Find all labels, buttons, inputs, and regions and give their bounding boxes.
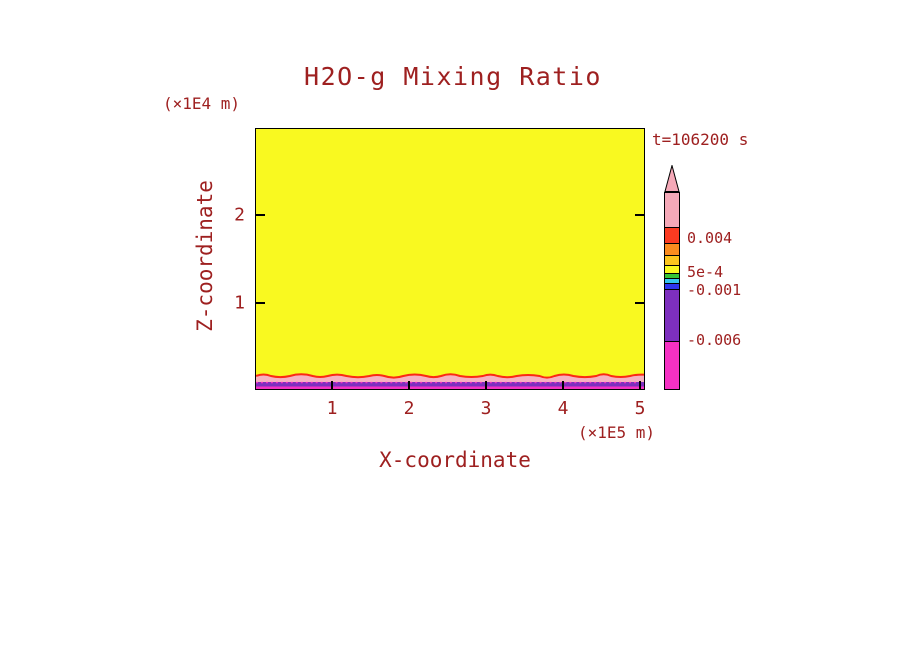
x-tick-mark: [331, 381, 333, 390]
x-tick-label: 3: [480, 398, 492, 419]
surface-magenta-band: [256, 386, 644, 389]
x-tick-label: 1: [326, 398, 338, 419]
y-tick-mark-right: [635, 301, 644, 304]
x-tick-mark: [562, 381, 564, 390]
time-annotation: t=106200 s: [652, 130, 749, 149]
y-axis-units: (×1E4 m): [163, 94, 241, 113]
colorbar-segment: [665, 193, 679, 227]
colorbar: [664, 192, 680, 390]
y-tick-label: 2: [234, 204, 245, 226]
surface-purple-band: [256, 382, 644, 387]
red-contour-line: [256, 373, 644, 379]
colorbar-arrow-cap: [664, 165, 680, 192]
colorbar-segment: [665, 289, 679, 341]
colorbar-label: -0.006: [687, 331, 742, 349]
x-tick-label: 5: [634, 398, 646, 419]
x-axis-label: X-coordinate: [379, 448, 531, 472]
colorbar-segment: [665, 278, 679, 283]
plot-area: [255, 128, 645, 390]
surface-pink-band: [256, 374, 644, 382]
x-tick-mark: [408, 381, 410, 390]
chart-title: H2O-g Mixing Ratio: [304, 62, 602, 91]
colorbar-segment: [665, 265, 679, 273]
colorbar-label: 0.004: [687, 229, 733, 247]
y-tick-label: 1: [234, 292, 245, 313]
y-tick-mark-right: [635, 214, 644, 216]
x-axis-units: (×1E5 m): [577, 423, 655, 442]
colorbar-segment: [665, 227, 679, 243]
y-axis-label: Z-coordinate: [193, 180, 217, 332]
x-tick-label: 4: [557, 398, 569, 419]
colorbar-segment: [665, 273, 679, 278]
colorbar-segment: [665, 255, 679, 265]
colorbar-label: -0.001: [687, 281, 742, 299]
x-tick-mark: [485, 381, 487, 390]
y-tick-mark: [256, 301, 265, 304]
x-tick-mark: [639, 381, 641, 390]
y-tick-mark: [256, 214, 265, 216]
colorbar-label: 5e-4: [687, 263, 724, 281]
colorbar-segment: [665, 341, 679, 389]
surface-boundary-bands: [256, 373, 644, 389]
x-tick-label: 2: [403, 398, 415, 419]
colorbar-segment: [665, 283, 679, 289]
colorbar-segment: [665, 243, 679, 255]
